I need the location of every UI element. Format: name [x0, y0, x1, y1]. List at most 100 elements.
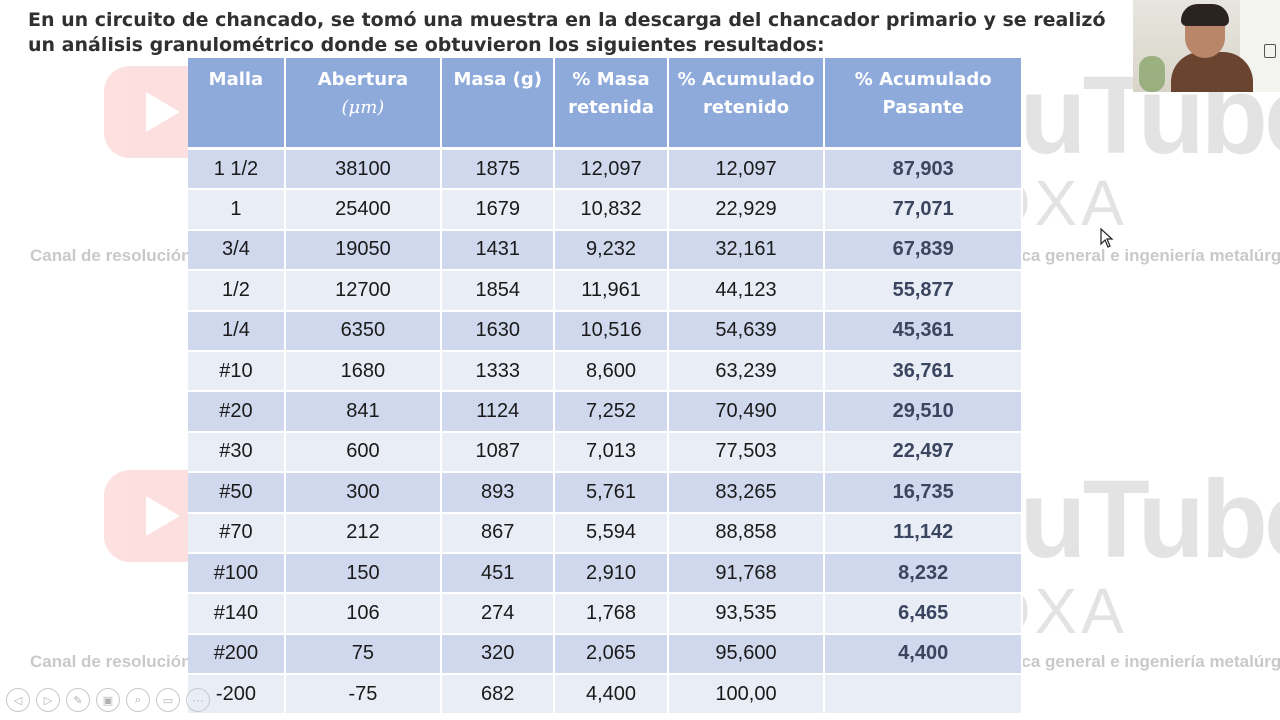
header-line1: Malla	[208, 69, 264, 90]
cell-masa: 1431	[441, 230, 556, 272]
cell-abertura: 12700	[285, 271, 442, 312]
table-row: #20 841 1124 7,252 70,490 29,510	[188, 392, 1023, 433]
header-line1: % Acumulado	[677, 69, 815, 90]
cell-abertura: 19050	[285, 230, 442, 272]
header-masa: Masa (g)	[441, 58, 556, 150]
cell-malla: #10	[188, 351, 286, 393]
cell-acumulado-pasante: 4,400	[825, 634, 1023, 676]
pen-icon[interactable]: ✎	[66, 688, 90, 712]
cell-abertura: 6350	[285, 311, 442, 352]
cell-abertura: 841	[285, 392, 442, 433]
prev-slide-icon[interactable]: ◁	[6, 688, 30, 712]
cell-abertura: 38100	[285, 150, 442, 191]
cell-malla: 1 1/2	[188, 150, 286, 191]
cell-acumulado-pasante: 29,510	[825, 392, 1023, 433]
table-row: #200 75 320 2,065 95,600 4,400	[188, 634, 1023, 676]
cell-acumulado-pasante: 36,761	[825, 351, 1023, 393]
slides-grid-icon[interactable]: ▣	[96, 688, 120, 712]
cell-malla: #140	[188, 594, 286, 635]
header-line1: % Acumulado	[854, 69, 992, 90]
header-line2: retenida	[568, 97, 654, 118]
webcam-presenter-video	[1133, 0, 1280, 92]
cell-acumulado-retenido: 22,929	[668, 190, 826, 231]
cell-abertura: 25400	[285, 190, 442, 231]
header-line1: % Masa	[572, 69, 650, 90]
cell-acumulado-pasante: 45,361	[825, 311, 1023, 352]
cell-abertura: 75	[285, 634, 442, 676]
header-line1: Abertura	[317, 69, 409, 90]
cell-acumulado-pasante: 16,735	[825, 473, 1023, 514]
header-abertura: Abertura (μm)	[285, 58, 442, 150]
mouse-cursor-icon	[1100, 228, 1114, 248]
cell-masa: 1875	[441, 150, 556, 191]
cell-masa-retenida: 8,600	[555, 351, 669, 393]
cell-acumulado-retenido: 54,639	[668, 311, 826, 352]
cell-malla: 1	[188, 190, 286, 231]
cell-masa-retenida: 7,252	[555, 392, 669, 433]
cell-abertura: 106	[285, 594, 442, 635]
cell-masa-retenida: 4,400	[555, 675, 669, 716]
cell-acumulado-retenido: 91,768	[668, 553, 826, 595]
subtitles-icon[interactable]: ▭	[156, 688, 180, 712]
header-line2: Pasante	[882, 97, 964, 118]
table-row: 1 1/2 38100 1875 12,097 12,097 87,903	[188, 150, 1023, 191]
granulometric-table: Malla Abertura (μm) Masa (g) % Masa rete…	[188, 58, 1023, 716]
table-row: 1/4 6350 1630 10,516 54,639 45,361	[188, 311, 1023, 352]
cell-acumulado-pasante: 87,903	[825, 150, 1023, 191]
cell-malla: 1/2	[188, 271, 286, 312]
cell-acumulado-retenido: 93,535	[668, 594, 826, 635]
cell-masa: 682	[441, 675, 556, 716]
webcam-plant	[1139, 56, 1165, 92]
cell-masa-retenida: 5,594	[555, 513, 669, 554]
cell-masa: 867	[441, 513, 556, 554]
cell-malla: #50	[188, 473, 286, 514]
wall-frame-icon	[1264, 44, 1276, 58]
zoom-icon[interactable]: ⌕	[126, 688, 150, 712]
cell-acumulado-pasante	[825, 675, 1023, 716]
more-options-icon[interactable]: ⋯	[186, 688, 210, 712]
cell-masa: 451	[441, 553, 556, 595]
cell-malla: 3/4	[188, 230, 286, 272]
cell-masa-retenida: 1,768	[555, 594, 669, 635]
cell-acumulado-retenido: 100,00	[668, 675, 826, 716]
cell-masa-retenida: 11,961	[555, 271, 669, 312]
cell-acumulado-retenido: 63,239	[668, 351, 826, 393]
next-slide-icon[interactable]: ▷	[36, 688, 60, 712]
cell-masa: 1679	[441, 190, 556, 231]
cell-masa-retenida: 9,232	[555, 230, 669, 272]
cell-acumulado-pasante: 6,465	[825, 594, 1023, 635]
cell-acumulado-retenido: 70,490	[668, 392, 826, 433]
cell-masa-retenida: 12,097	[555, 150, 669, 191]
cell-masa: 274	[441, 594, 556, 635]
table-row: 1/2 12700 1854 11,961 44,123 55,877	[188, 271, 1023, 312]
table-row: 3/4 19050 1431 9,232 32,161 67,839	[188, 230, 1023, 272]
slide-title: En un circuito de chancado, se tomó una …	[28, 9, 1106, 56]
cell-acumulado-retenido: 88,858	[668, 513, 826, 554]
cell-masa-retenida: 2,065	[555, 634, 669, 676]
cell-acumulado-pasante: 8,232	[825, 553, 1023, 595]
cell-acumulado-retenido: 32,161	[668, 230, 826, 272]
slideshow-controls: ◁ ▷ ✎ ▣ ⌕ ▭ ⋯	[6, 688, 210, 712]
cell-malla: #70	[188, 513, 286, 554]
cell-masa-retenida: 7,013	[555, 432, 669, 474]
header-malla: Malla	[188, 58, 286, 150]
cell-masa: 893	[441, 473, 556, 514]
cell-masa: 1333	[441, 351, 556, 393]
cell-malla: #200	[188, 634, 286, 676]
cell-malla: 1/4	[188, 311, 286, 352]
table-body: 1 1/2 38100 1875 12,097 12,097 87,903 1 25400 16…	[188, 150, 1023, 716]
cell-malla: #20	[188, 392, 286, 433]
header-line2: retenido	[702, 97, 790, 118]
cell-acumulado-pasante: 55,877	[825, 271, 1023, 312]
cell-acumulado-pasante: 22,497	[825, 432, 1023, 474]
cell-masa-retenida: 10,832	[555, 190, 669, 231]
cell-malla: #100	[188, 553, 286, 595]
cell-masa-retenida: 10,516	[555, 311, 669, 352]
table-header-row: Malla Abertura (μm) Masa (g) % Masa rete…	[188, 58, 1023, 150]
header-acumulado-pasante: % Acumulado Pasante	[825, 58, 1023, 150]
cell-acumulado-retenido: 83,265	[668, 473, 826, 514]
cell-acumulado-retenido: 77,503	[668, 432, 826, 474]
cell-abertura: 212	[285, 513, 442, 554]
cell-acumulado-pasante: 67,839	[825, 230, 1023, 272]
cell-masa-retenida: 5,761	[555, 473, 669, 514]
